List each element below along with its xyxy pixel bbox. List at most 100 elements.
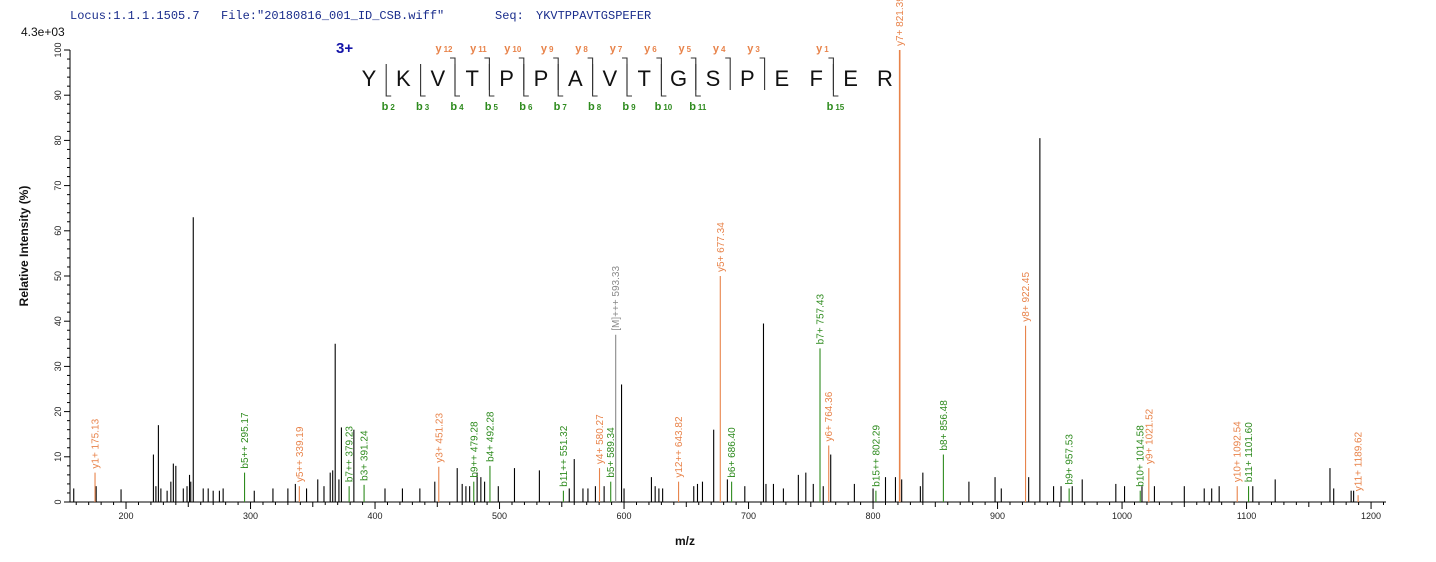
x-tick-label: 1100 <box>1237 511 1256 521</box>
y-ion-bracket <box>518 57 525 90</box>
y-tick-label: 30 <box>53 361 63 371</box>
peak-label: b8+ 856.48 <box>939 400 950 451</box>
sequence-residue: T <box>465 66 478 91</box>
b-ion-bracket <box>660 64 667 97</box>
b-ion-bracket <box>592 64 598 97</box>
y-tick-label: 10 <box>53 452 63 462</box>
peak-label: b4+ 492.28 <box>485 411 496 462</box>
sequence-residue: P <box>534 66 549 91</box>
peak-label: y5+ 677.34 <box>716 222 727 272</box>
peak-label: b10+ 1014.58 <box>1136 425 1147 487</box>
sequence-residue: E <box>843 66 858 91</box>
b-ion-bracket <box>488 64 495 97</box>
b-ion-label: b 15 <box>827 101 845 113</box>
peak-label: y10+ 1092.54 <box>1233 421 1244 482</box>
peak-label: b7++ 379.23 <box>345 426 356 483</box>
y-tick-label: 70 <box>53 181 63 191</box>
y-ion-bracket <box>828 57 834 90</box>
b-ion-bracket <box>695 64 701 97</box>
peak-label: b5+ 589.34 <box>606 427 617 478</box>
axes: 200 300 400 500 600 700 800 900 1000 1100 1200 0 10 2… <box>53 42 1386 521</box>
unassigned-peaks <box>73 138 1355 502</box>
sequence-residue: F <box>809 66 822 91</box>
x-tick-label: 300 <box>243 511 258 521</box>
x-axis-title: m/z <box>675 534 695 548</box>
y-ion-bracket <box>622 57 628 90</box>
y-ion-bracket <box>725 57 731 90</box>
sequence-residue: Y <box>362 66 377 91</box>
y-tick-label: 100 <box>53 42 63 57</box>
intensity-max-label: 4.3e+03 <box>21 25 65 39</box>
y-ion-bracket <box>690 57 697 90</box>
b-ion-bracket <box>557 64 564 97</box>
x-tick-label: 1200 <box>1361 511 1381 521</box>
peak-label: y11+ 1189.62 <box>1354 431 1365 491</box>
annotated-peaks <box>94 50 1359 502</box>
sequence-annotation: 3+ Y K V T P P A V T G S P E F E Ry 12 y 11 y 10 y 9 y 8 y 7 y 6 y 5 y 4… <box>336 40 893 113</box>
y-ion-label: y 12 <box>435 43 453 55</box>
x-tick-label: 700 <box>741 511 756 521</box>
y-tick-label: 60 <box>53 226 63 236</box>
peak-label: b6+ 686.40 <box>727 427 738 478</box>
peak-label: b11+ 1101.60 <box>1244 422 1255 482</box>
y-tick-label: 0 <box>53 499 63 504</box>
sequence-residue: T <box>637 66 650 91</box>
y-ion-bracket <box>656 57 662 90</box>
x-tick-label: 600 <box>617 511 632 521</box>
y-tick-label: 90 <box>53 90 63 100</box>
x-tick-label: 500 <box>492 511 507 521</box>
sequence-residue: S <box>706 66 721 91</box>
y-tick-label: 20 <box>53 407 63 417</box>
sequence-residue: P <box>499 66 514 91</box>
b-ion-bracket <box>832 64 839 97</box>
peak-label: b11++ 551.32 <box>559 425 570 486</box>
x-tick-label: 200 <box>119 511 134 521</box>
sequence-residue: E <box>774 66 789 91</box>
peak-label: y5++ 339.19 <box>295 426 306 482</box>
b-ion-bracket <box>626 64 632 97</box>
sequence-residue: G <box>670 66 687 91</box>
peak-label: b7+ 757.43 <box>816 294 827 345</box>
b-ion-bracket <box>385 64 392 97</box>
y-ion-bracket <box>484 57 490 90</box>
y-ion-bracket <box>587 57 594 90</box>
y-axis-title: Relative Intensity (%) <box>17 186 31 307</box>
y-ion-bracket <box>759 57 766 90</box>
chart-header: Locus:1.1.1.1505.7 File:"20180816_001_ID… <box>21 9 651 39</box>
y-tick-label: 50 <box>53 271 63 281</box>
sequence-residue: P <box>740 66 755 91</box>
peak-label: b3+ 391.24 <box>360 430 371 481</box>
b-ion-bracket <box>420 64 426 97</box>
sequence-residue: R <box>877 66 893 91</box>
b-ion-bracket <box>454 64 460 97</box>
x-tick-label: 800 <box>866 511 881 521</box>
sequence-residue: V <box>430 66 445 91</box>
x-tick-label: 900 <box>990 511 1005 521</box>
peak-label: y3+ 451.23 <box>434 413 445 463</box>
peak-label: b15++ 802.29 <box>871 425 882 487</box>
b-ion-label: b 10 <box>655 101 673 113</box>
y-ion-label: y 11 <box>470 43 487 55</box>
peak-label: y7+ 821.39 <box>895 0 906 46</box>
b-ion-bracket <box>523 64 529 97</box>
peak-label: y8+ 922.45 <box>1021 272 1032 322</box>
x-tick-label: 400 <box>368 511 383 521</box>
b-ion-label: b 11 <box>689 101 707 113</box>
peak-label: y4+ 580.27 <box>595 414 606 464</box>
locus-label: Locus:1.1.1.1505.7 <box>70 9 200 23</box>
peak-labels: y1+ 175.13 b5++ 295.17 y5++ 339.19 b7++ 379… <box>91 0 1365 491</box>
sequence-residue: K <box>396 66 411 91</box>
peak-label: y1+ 175.13 <box>91 418 102 468</box>
